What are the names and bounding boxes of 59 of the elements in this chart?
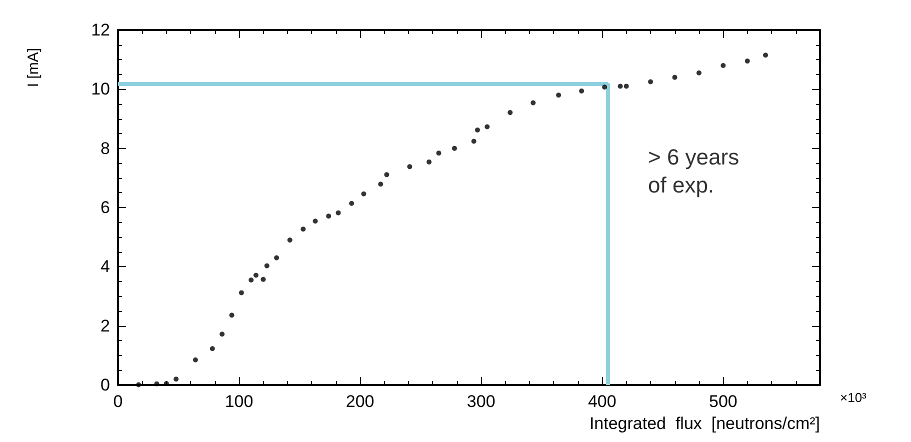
point [579, 88, 584, 94]
point [248, 277, 254, 282]
y-axis-title: I [mA] [25, 48, 42, 88]
point [287, 238, 292, 243]
point [192, 357, 198, 362]
point [471, 138, 476, 144]
point [744, 58, 750, 64]
point [648, 79, 654, 84]
point [136, 382, 142, 388]
y-tick-label: 6 [100, 198, 110, 217]
point [474, 127, 480, 132]
point [556, 92, 562, 98]
y-tick-label: 8 [100, 138, 110, 158]
point [378, 182, 384, 187]
point [618, 84, 623, 89]
point [384, 172, 390, 178]
point [210, 346, 215, 352]
point [229, 312, 234, 318]
x-tick-label: 0 [113, 392, 123, 411]
y-tick-label: 0 [100, 376, 110, 394]
point [264, 263, 270, 268]
x-tick-label: 300 [466, 392, 496, 411]
point [426, 159, 432, 164]
point [602, 84, 608, 90]
point [154, 381, 160, 386]
point [260, 276, 266, 282]
point [174, 376, 179, 382]
point [312, 218, 318, 224]
point [530, 100, 536, 106]
y-tick-label: 2 [100, 316, 110, 336]
y-tick-label: 10 [91, 80, 110, 99]
point [361, 191, 366, 196]
point [349, 200, 354, 206]
point [508, 110, 513, 116]
point [720, 63, 726, 68]
point [763, 52, 768, 58]
point [484, 124, 490, 130]
point [326, 214, 332, 219]
text: ×10³ [840, 390, 868, 405]
x-tick-label: 500 [708, 392, 738, 411]
y-tick-label: 12 [91, 20, 110, 40]
x-axis-title: Integrated flux [neutrons/cm²] [589, 414, 820, 433]
point [696, 70, 702, 76]
point [436, 150, 442, 156]
point [452, 146, 457, 151]
point [300, 226, 306, 232]
point [624, 84, 629, 89]
point [336, 210, 341, 216]
point [672, 74, 678, 80]
y-tick-label: 4 [100, 257, 110, 276]
point [253, 272, 258, 278]
annotation: > 6 years of exp. [648, 144, 740, 198]
point [407, 164, 412, 170]
point [274, 255, 280, 260]
x-tick-label: 200 [346, 392, 374, 411]
x-tick-label: 400 [588, 392, 616, 411]
x-tick-label: 100 [224, 392, 254, 411]
point [238, 290, 244, 296]
point [220, 332, 225, 337]
